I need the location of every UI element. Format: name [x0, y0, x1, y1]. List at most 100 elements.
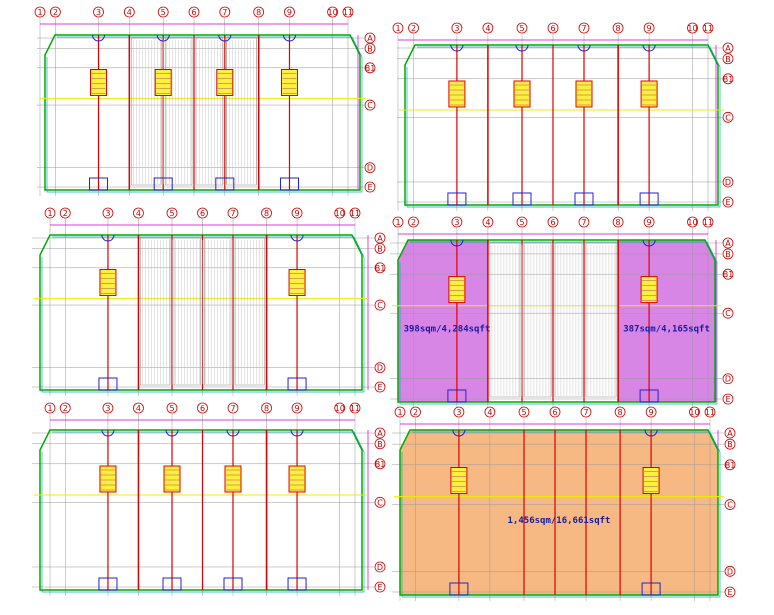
grid-label: D [727, 567, 733, 576]
grid-bubble [722, 53, 734, 65]
building-outline [41, 236, 365, 393]
grid-bubble [284, 6, 295, 18]
core [574, 192, 594, 206]
slab-area [400, 430, 718, 595]
grid-bubble [166, 402, 178, 414]
door-arc [156, 34, 170, 42]
grid-label: D [377, 364, 383, 373]
grid-label: A [377, 234, 383, 243]
grid-label: D [377, 563, 383, 572]
grid-bubble [612, 216, 624, 228]
stair [99, 269, 117, 296]
building-outline [39, 234, 363, 391]
grid-label: 8 [618, 408, 623, 417]
grid-label: 9 [295, 404, 300, 413]
grid-bubble [722, 176, 734, 188]
grid-bubble [291, 402, 303, 414]
grid-label: E [377, 383, 382, 392]
stair [99, 465, 117, 493]
floor-plan: 1 2 3 4 5 6 7 8 9 10 11 AB B1 C D E 398sqm/4,284sqft 387s… [390, 216, 734, 408]
grid-label: 9 [647, 24, 652, 33]
stair [448, 80, 466, 108]
core [98, 377, 118, 391]
stair [216, 69, 234, 96]
grid-label: B [725, 250, 731, 259]
grid-bubble [410, 406, 421, 418]
grid-label: 3 [456, 408, 461, 417]
grid-bubble [451, 216, 463, 228]
grid-label: E [367, 183, 372, 192]
grid-label: A [367, 34, 373, 43]
grid-bubble [291, 207, 303, 219]
stair [450, 467, 468, 494]
grid-label: E [727, 588, 732, 597]
stair [224, 465, 242, 493]
grid-label: A [377, 429, 383, 438]
core [641, 582, 661, 596]
stair [280, 69, 298, 96]
shaft-bay [523, 242, 552, 398]
grid-bubble [374, 232, 386, 244]
building-outline [41, 431, 365, 593]
grid-bubble [374, 381, 386, 393]
grid-label: 11 [703, 24, 713, 33]
grid-label: C [725, 113, 731, 122]
grid-label: E [725, 395, 730, 404]
shaft-bay [173, 237, 201, 386]
shaft-bay [585, 242, 617, 398]
door-arc [577, 44, 591, 52]
grid-label: 8 [256, 8, 261, 17]
grid-bubble [724, 586, 736, 598]
grid-label: 11 [703, 218, 713, 227]
grid-label: 7 [583, 408, 588, 417]
core [512, 192, 532, 206]
grid-bubble [34, 6, 46, 18]
grid-label: 5 [519, 218, 524, 227]
stair [640, 276, 658, 304]
slab-area [398, 240, 488, 402]
area-label: 398sqm/4,284sqft [404, 325, 491, 335]
grid-bubble [580, 406, 592, 418]
floor-plan: 1 2 3 4 5 6 7 8 9 10 11 AB B1 C D E [32, 402, 386, 596]
core [215, 177, 235, 191]
grid-label: 8 [616, 24, 621, 33]
door-arc [226, 429, 240, 437]
shaft-bay [164, 37, 193, 186]
grid-bubble [374, 561, 386, 573]
grid-label: 6 [200, 209, 205, 218]
grid-label: B [727, 440, 733, 449]
grid-bubble [123, 6, 135, 18]
grid-label: 3 [96, 8, 101, 17]
grid-label: B [725, 55, 731, 64]
grid-bubble [724, 499, 736, 510]
building-outline [404, 44, 719, 206]
grid-label: 3 [105, 404, 110, 413]
shaft-bay [140, 237, 171, 386]
grid-bubble [722, 196, 734, 208]
grid-label: 5 [169, 209, 174, 218]
grid-bubble [392, 216, 404, 228]
shaft-bay [234, 237, 265, 386]
grid-label: 7 [230, 209, 235, 218]
grid-bubble [374, 362, 386, 374]
grid-bubble [451, 22, 463, 34]
grid-label: 10 [689, 408, 699, 417]
grid-bubble [334, 207, 346, 219]
grid-bubble [722, 268, 734, 280]
grid-bubble [724, 438, 736, 450]
core [639, 389, 659, 403]
door-arc [452, 429, 466, 437]
grid-label: A [725, 239, 731, 248]
grid-bubble [408, 22, 419, 34]
grid-bubble [133, 207, 144, 219]
grid-bubble [724, 427, 736, 439]
grid-label: 2 [53, 8, 58, 17]
grid-label: 9 [649, 408, 654, 417]
grid-bubble [253, 6, 265, 18]
grid-bubble [44, 402, 56, 414]
stair [163, 465, 181, 493]
grid-bubble [578, 22, 590, 34]
grid-label: B1 [723, 75, 734, 84]
slab-area [618, 240, 715, 402]
building-outline [44, 34, 361, 191]
